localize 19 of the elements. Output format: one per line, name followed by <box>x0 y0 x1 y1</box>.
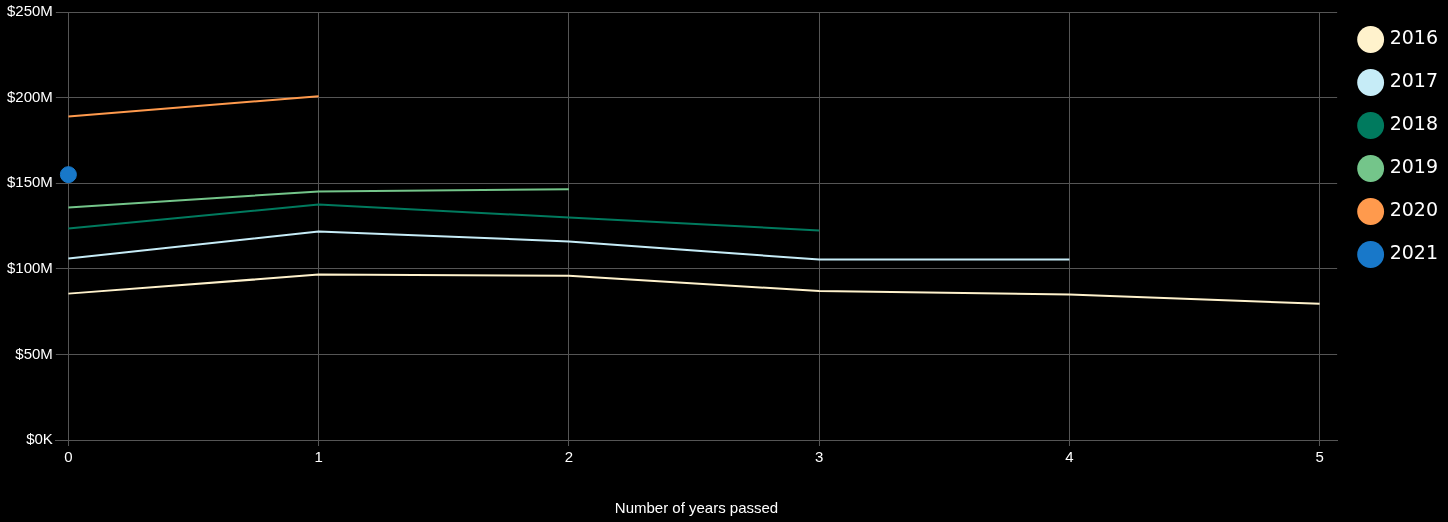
legend-label: 2016 <box>1389 26 1439 49</box>
x-tick-label: 4 <box>1065 448 1074 466</box>
y-tick-label: $150M <box>6 173 53 191</box>
legend-label: 2017 <box>1389 69 1439 92</box>
legend-label: 2019 <box>1389 155 1439 178</box>
x-tick-label: 1 <box>314 448 323 466</box>
x-tick-label: 2 <box>564 448 574 466</box>
y-tick-label: $250M <box>6 2 53 20</box>
legend-label: 2020 <box>1389 198 1439 221</box>
y-tick-label: $200M <box>6 87 53 105</box>
y-tick-label: $0K <box>26 430 53 448</box>
y-tick-label: $50M <box>15 344 53 362</box>
x-tick-label: 5 <box>1315 448 1324 466</box>
y-tick-label: $100M <box>6 258 53 276</box>
legend-label: 2018 <box>1389 112 1439 135</box>
x-axis-title: Number of years passed <box>614 499 779 517</box>
x-tick-label: 3 <box>814 448 824 466</box>
legend-label: 2021 <box>1389 241 1439 264</box>
x-tick-label: 0 <box>64 448 73 466</box>
